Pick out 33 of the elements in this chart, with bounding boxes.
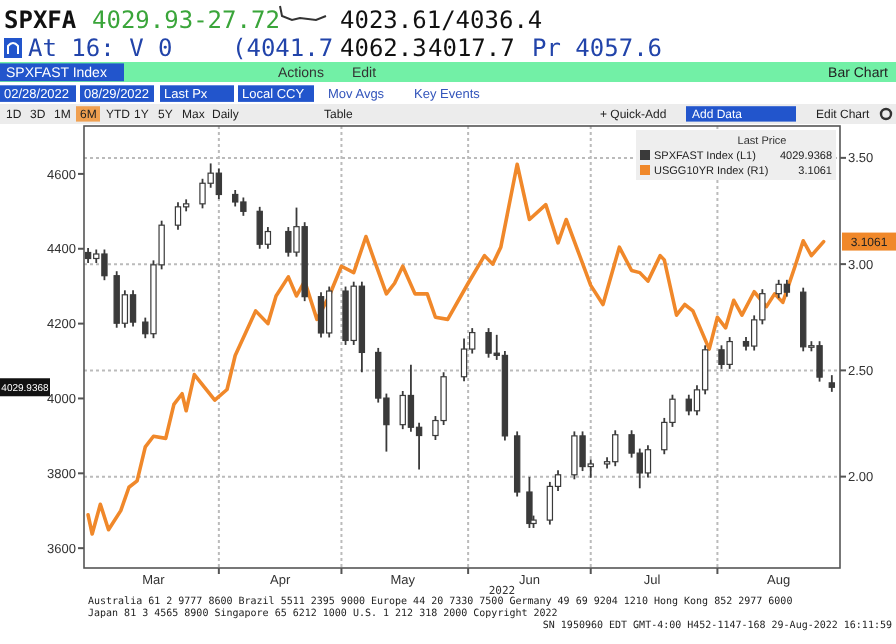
candlestick xyxy=(317,291,325,339)
candlestick xyxy=(485,327,492,359)
candlestick xyxy=(460,337,468,383)
candlestick xyxy=(215,167,223,200)
candlestick xyxy=(546,481,554,526)
candlestick xyxy=(407,363,415,433)
text: At 16: V 0 xyxy=(28,34,173,62)
candlestick xyxy=(256,205,263,250)
text: 4023.61/4036.4 xyxy=(340,6,543,34)
text: 4029.93-27.72 xyxy=(92,6,280,34)
candlestick xyxy=(726,336,733,370)
candlestick xyxy=(399,390,406,431)
candlestick xyxy=(571,430,578,481)
candlestick xyxy=(644,444,652,479)
text: 4062.3 xyxy=(340,34,427,62)
candlestick xyxy=(101,248,108,282)
candlestick xyxy=(775,278,782,300)
candlestick xyxy=(718,344,725,370)
candlestick xyxy=(113,270,120,329)
candlestick xyxy=(612,429,619,468)
candlestick xyxy=(816,340,823,383)
candlestick xyxy=(174,201,182,231)
text: 4017.7 xyxy=(428,34,515,62)
candlestick xyxy=(685,393,692,417)
text: Pr 4057.6 xyxy=(532,34,663,62)
candlestick xyxy=(325,285,333,339)
candlestick xyxy=(240,196,247,217)
text: SPXFA xyxy=(4,6,78,34)
text: (4041.7 xyxy=(232,34,334,62)
candlestick xyxy=(199,177,206,210)
candlestick xyxy=(285,226,292,258)
candlestick xyxy=(129,289,137,328)
candlestick xyxy=(579,430,586,472)
